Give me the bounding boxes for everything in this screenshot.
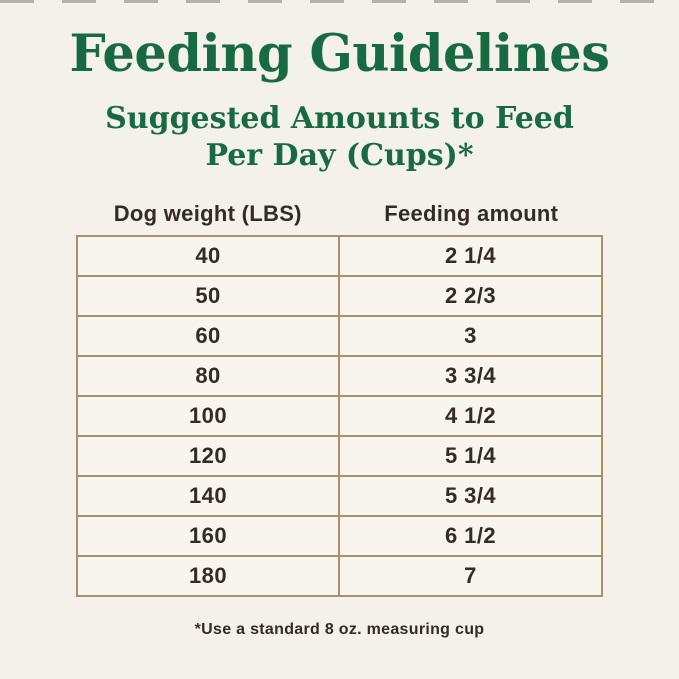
feeding-amount-cell: 7 bbox=[464, 563, 477, 588]
table-row: 80 3 3/4 bbox=[78, 357, 601, 397]
dog-weight-cell: 80 bbox=[78, 357, 340, 395]
table-row: 140 5 3/4 bbox=[78, 477, 601, 517]
feeding-table: 40 2 1/4 50 2 2/3 60 3 80 3 3/4 100 4 1/2 120 5 1/4… bbox=[76, 235, 603, 597]
subtitle-line-1: Suggested Amounts to Feed bbox=[105, 101, 574, 136]
subtitle-line-2: Per Day (Cups)* bbox=[205, 138, 474, 173]
table-row: 50 2 2/3 bbox=[78, 277, 601, 317]
page-subtitle: Suggested Amounts to Feed Per Day (Cups)* bbox=[0, 100, 679, 174]
dog-weight-cell: 50 bbox=[78, 277, 340, 315]
dog-weight-cell: 160 bbox=[78, 517, 340, 555]
dog-weight-cell: 100 bbox=[78, 397, 340, 435]
table-row: 40 2 1/4 bbox=[78, 237, 601, 277]
cropped-print-artifact bbox=[0, 0, 679, 3]
feeding-amount-cell: 5 1/4 bbox=[445, 443, 496, 468]
feeding-amount-cell: 6 1/2 bbox=[445, 523, 496, 548]
dog-weight-cell: 60 bbox=[78, 317, 340, 355]
feeding-amount-cell: 2 1/4 bbox=[445, 243, 496, 268]
table-column-headers: Dog weight (LBS) Feeding amount bbox=[76, 201, 603, 227]
footnote: *Use a standard 8 oz. measuring cup bbox=[194, 621, 485, 638]
dog-weight-cell: 40 bbox=[78, 237, 340, 275]
dog-weight-cell: 120 bbox=[78, 437, 340, 475]
feeding-amount-cell: 3 bbox=[464, 323, 477, 348]
feeding-amount-cell: 4 1/2 bbox=[445, 403, 496, 428]
page-title: Feeding Guidelines bbox=[69, 24, 610, 84]
table-row: 160 6 1/2 bbox=[78, 517, 601, 557]
feeding-amount-cell: 2 2/3 bbox=[445, 283, 496, 308]
feeding-amount-cell: 3 3/4 bbox=[445, 363, 496, 388]
feeding-amount-cell: 5 3/4 bbox=[445, 483, 496, 508]
column-header-dog-weight: Dog weight (LBS) bbox=[113, 201, 302, 226]
table-row: 60 3 bbox=[78, 317, 601, 357]
table-row: 120 5 1/4 bbox=[78, 437, 601, 477]
dog-weight-cell: 140 bbox=[78, 477, 340, 515]
table-row: 180 7 bbox=[78, 557, 601, 595]
column-header-feeding-amount: Feeding amount bbox=[384, 201, 559, 226]
table-row: 100 4 1/2 bbox=[78, 397, 601, 437]
dog-weight-cell: 180 bbox=[78, 557, 340, 595]
